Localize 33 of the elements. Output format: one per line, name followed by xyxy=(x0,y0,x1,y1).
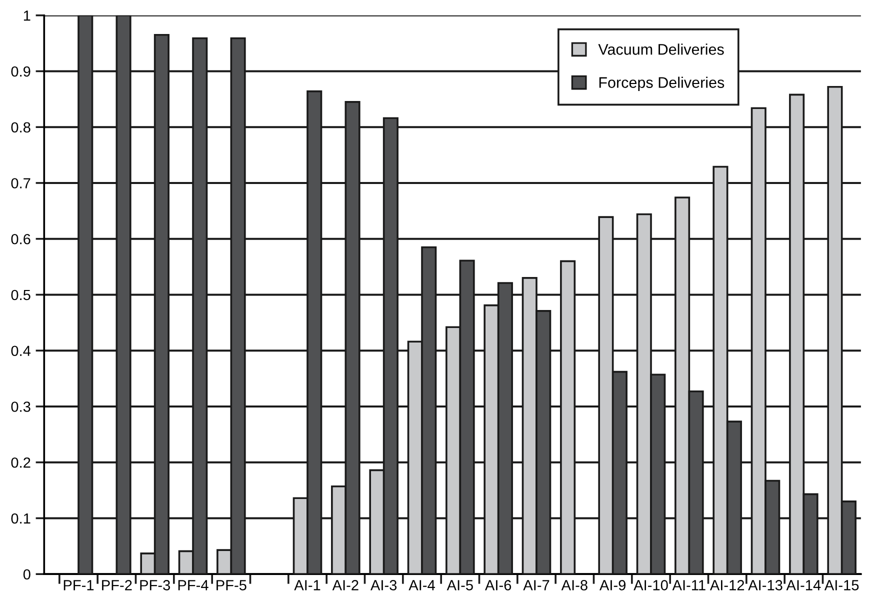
x-tick-label: PF-2 xyxy=(102,580,132,590)
y-tick-label: 0.6 xyxy=(11,234,30,244)
y-tick-label: 1 xyxy=(24,10,30,21)
x-tick-label: AI-13 xyxy=(748,580,782,590)
y-tick-label: 0.7 xyxy=(11,178,30,188)
x-tick-label: AI-11 xyxy=(672,580,706,590)
x-tick-label: PF-4 xyxy=(178,580,208,590)
x-tick-label: AI-2 xyxy=(332,580,358,590)
x-tick-label: PF-1 xyxy=(64,580,94,590)
y-tick-label: 0 xyxy=(23,569,30,580)
y-tick-label: 0.2 xyxy=(11,457,30,468)
legend-label: Forceps Deliveries xyxy=(599,76,724,91)
x-tick-label: AI-9 xyxy=(599,580,626,590)
x-tick-label: AI-14 xyxy=(786,580,821,590)
x-tick-label: PF-5 xyxy=(216,580,246,590)
x-tick-label: AI-4 xyxy=(408,580,435,590)
x-tick-label: AI-10 xyxy=(634,580,668,590)
x-tick-label: AI-7 xyxy=(523,580,550,590)
x-tick-label: PF-3 xyxy=(140,580,170,590)
legend-label: Vacuum Deliveries xyxy=(598,44,724,55)
x-tick-label: AI-12 xyxy=(710,580,744,590)
x-tick-label: AI-8 xyxy=(561,580,588,590)
y-tick-label: 0.9 xyxy=(11,66,30,77)
x-tick-label: AI-5 xyxy=(446,580,473,590)
y-tick-label: 0.1 xyxy=(11,513,30,524)
y-tick-label: 0.4 xyxy=(11,346,31,356)
y-tick-label: 0.8 xyxy=(11,122,30,133)
x-tick-label: AI-6 xyxy=(484,580,512,590)
x-tick-label: AI-1 xyxy=(294,580,320,590)
x-tick-label: AI-3 xyxy=(370,580,397,590)
x-tick-label: AI-15 xyxy=(824,580,859,590)
y-tick-label: 0.3 xyxy=(11,402,30,412)
y-tick-label: 0.5 xyxy=(11,290,30,300)
